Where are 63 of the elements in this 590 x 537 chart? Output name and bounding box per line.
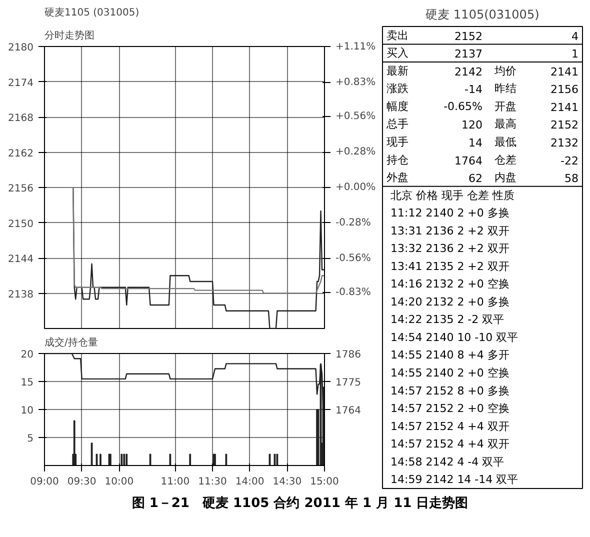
text: 最新 2142 均价 2141 bbox=[386, 64, 579, 78]
caption: 图 1－21 硬麦 1105 合约 2011 年 1 月 11 日走势图 bbox=[132, 495, 468, 513]
y-tick-label: 2144 bbox=[8, 254, 34, 265]
x-tick-label: 11:30 bbox=[198, 476, 227, 488]
y-tick-label: 2138 bbox=[8, 289, 34, 300]
text: 持仓 1764 仓差 -22 bbox=[386, 153, 578, 168]
text: 13:41 2135 2 +2 双开 bbox=[390, 260, 510, 273]
x-tick-label: 09:00 bbox=[30, 476, 59, 488]
text: 硬麦 1105(031005) bbox=[426, 8, 540, 22]
y2-tick-label: +0.28% bbox=[336, 146, 376, 158]
line-series bbox=[72, 186, 324, 294]
x-tick-label: 10:00 bbox=[104, 476, 134, 488]
y-tick-label: 20 bbox=[20, 350, 34, 360]
y2-tick-label: 1764 bbox=[336, 406, 361, 416]
text: 外盘 62 内盘 58 bbox=[386, 171, 579, 186]
text: 14:20 2132 2 +0 多换 bbox=[390, 295, 510, 308]
text: 14:54 2140 10 -10 双平 bbox=[390, 330, 518, 344]
x-tick-label: 14:00 bbox=[235, 476, 264, 488]
chart-subtitle: 分时走势图 bbox=[44, 30, 94, 42]
chart-title: 硬麦1105 (031005) bbox=[44, 6, 140, 18]
y2-tick-label: -0.28% bbox=[336, 217, 371, 228]
y-tick-label: 2162 bbox=[8, 148, 34, 160]
text: 14:16 2132 2 +0 空换 bbox=[390, 278, 510, 291]
x-tick-label: 15:00 bbox=[310, 476, 339, 488]
chart-title: 成交/持仓量 bbox=[44, 336, 98, 348]
y-tick-label: 15 bbox=[20, 378, 34, 388]
y2-tick-label: -0.56% bbox=[336, 252, 371, 264]
text: 涨跌 -14 昨结 2156 bbox=[386, 82, 579, 96]
x-tick-label: 09:30 bbox=[67, 476, 96, 488]
text: 14:57 2152 8 +0 多换 bbox=[390, 384, 510, 398]
y-tick-label: 2150 bbox=[8, 218, 34, 230]
text: 13:31 2136 2 +2 双开 bbox=[390, 224, 510, 238]
x-tick-label: 14:30 bbox=[272, 476, 302, 488]
text: 14:57 2152 4 +4 双开 bbox=[390, 420, 510, 433]
y-tick-label: 5 bbox=[27, 434, 34, 444]
y2-tick-label: +1.11% bbox=[336, 41, 376, 52]
y-tick-label: 2180 bbox=[8, 42, 34, 54]
text: 现手 14 最低 2132 bbox=[386, 136, 579, 150]
text: 北京 价格 现手 仓差 性质 bbox=[390, 188, 514, 202]
text: 14:22 2135 2 -2 双平 bbox=[390, 313, 504, 326]
text: 14:57 2152 4 +4 双开 bbox=[390, 438, 510, 451]
text: 13:32 2136 2 +2 双开 bbox=[390, 242, 510, 256]
y2-tick-label: 1775 bbox=[336, 378, 361, 388]
y2-tick-label: -0.83% bbox=[336, 287, 371, 298]
y-tick-label: 2174 bbox=[8, 78, 34, 89]
text: 11:12 2140 2 +0 多换 bbox=[390, 206, 510, 220]
y2-tick-label: 1786 bbox=[336, 350, 361, 360]
text: 14:58 2142 4 -4 双平 bbox=[390, 455, 504, 468]
text: 总手 120 最高 2152 bbox=[386, 118, 579, 132]
text: 14:55 2140 8 +4 多开 bbox=[390, 348, 510, 362]
y-tick-label: 2168 bbox=[8, 113, 34, 124]
y2-tick-label: +0.00% bbox=[336, 182, 376, 193]
text: 14:59 2142 14 -14 双平 bbox=[390, 473, 518, 486]
y-tick-label: 2156 bbox=[8, 184, 34, 194]
text: 买入 2137 1 bbox=[386, 46, 578, 61]
y2-tick-label: +0.56% bbox=[336, 111, 376, 122]
text: 幅度 -0.65% 开盘 2141 bbox=[386, 100, 579, 114]
text: 14:57 2152 2 +0 空换 bbox=[390, 402, 510, 416]
text: 卖出 2152 4 bbox=[386, 28, 578, 43]
y2-tick-label: +0.83% bbox=[336, 76, 376, 88]
y-tick-label: 10 bbox=[20, 406, 34, 416]
text: 14:55 2140 2 +0 空换 bbox=[390, 366, 510, 380]
x-tick-label: 11:00 bbox=[160, 476, 190, 488]
